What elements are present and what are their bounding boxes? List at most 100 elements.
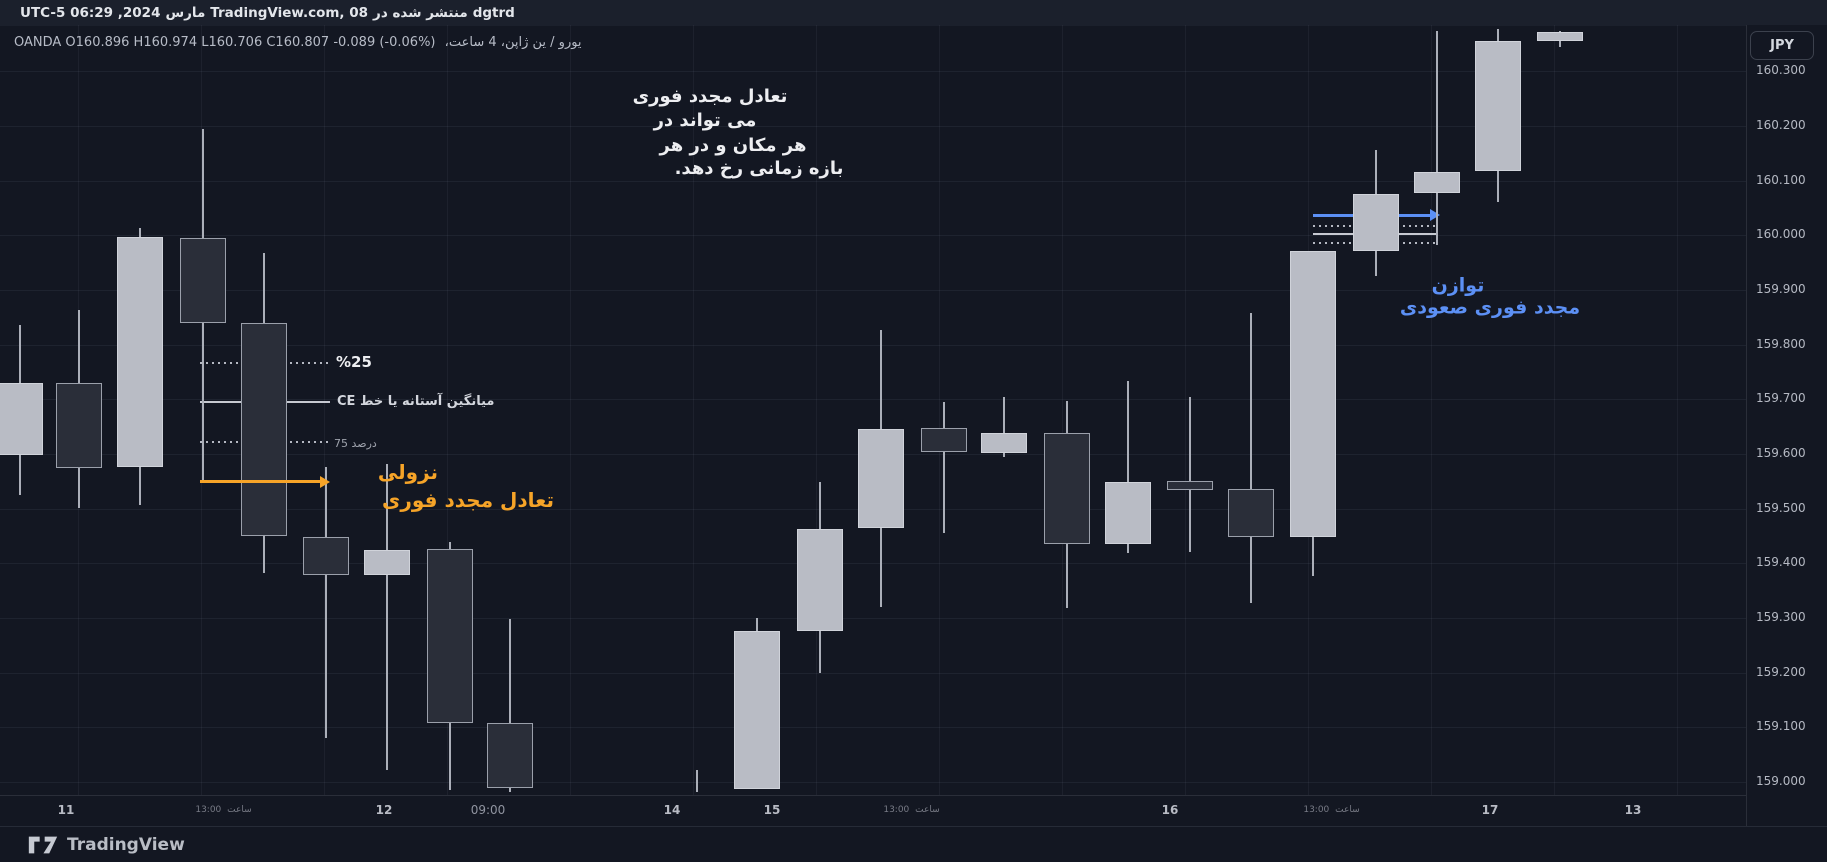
text-segment: 13:00 [1303, 805, 1330, 815]
horizontal-gridline [0, 180, 1746, 182]
price-label: 159.600 [1756, 445, 1806, 460]
bearish-rebalance-arrow[interactable] [200, 480, 323, 484]
horizontal-gridline [0, 344, 1746, 346]
pct75-label[interactable]: 75 درصد [334, 436, 377, 450]
text-segment: ساعت [1335, 805, 1360, 815]
price-label: 159.300 [1756, 609, 1806, 624]
date-label: 09:00 [470, 803, 506, 817]
candle-wick [943, 402, 945, 534]
vertical-gridline [201, 25, 202, 795]
horizontal-gridline [0, 727, 1746, 729]
candle-wick [1127, 381, 1129, 553]
price-label: 160.200 [1756, 117, 1806, 132]
candle-body [1044, 433, 1090, 545]
time-label: 13:00 ساعت [1303, 805, 1362, 815]
tradingview-wordmark[interactable]: TradingView [67, 834, 185, 855]
candle-body [858, 428, 904, 528]
text-segment: ساعت [227, 805, 252, 815]
vertical-gridline [1062, 25, 1063, 795]
vertical-gridline [1431, 25, 1432, 795]
tradingview-logo-icon[interactable] [28, 835, 58, 855]
bullish-rebalance-arrow-arrowhead[interactable] [1430, 209, 1440, 222]
price-label: 159.900 [1756, 281, 1806, 296]
price-label: 160.100 [1756, 172, 1806, 187]
horizontal-gridline [0, 399, 1746, 401]
text-segment: درصد [351, 436, 377, 450]
price-label: 159.400 [1756, 555, 1806, 570]
time-label: 13:00 ساعت [883, 805, 942, 815]
horizontal-gridline [0, 125, 1746, 127]
candle-wick [1436, 30, 1438, 246]
price-label: 160.000 [1756, 227, 1806, 242]
vertical-gridline [324, 25, 325, 795]
price-label: 159.700 [1756, 391, 1806, 406]
bearish-rebalance-label[interactable]: نزولی [377, 460, 439, 484]
candle-wick [1250, 312, 1252, 604]
date-label: 17 [1481, 803, 1499, 817]
vertical-gridline [570, 25, 571, 795]
candle-body [180, 238, 226, 323]
date-label: 12 [375, 803, 393, 817]
text-segment: ساعت [915, 805, 940, 815]
time-axis[interactable]: 11 13:00 ساعت 12 09:00 14 15 13:00 ساعت 16 13:00… [0, 795, 1746, 827]
vertical-gridline [816, 25, 817, 795]
bearish-rebalance-label[interactable]: تعادل مجدد فوری [382, 488, 554, 512]
horizontal-gridline [0, 782, 1746, 783]
candle-body [427, 549, 473, 723]
text-segment: UTC-5 06:29 ,2024 [20, 5, 161, 21]
candle-wick [386, 463, 388, 770]
ce-label[interactable]: میانگین آستانه یا خط CE [337, 393, 495, 409]
candle-body [0, 382, 43, 456]
text-segment: dgtrd [472, 5, 515, 21]
candle-body [303, 537, 349, 575]
vertical-gridline [939, 25, 940, 795]
candle-body [364, 550, 410, 575]
horizontal-gridline [0, 617, 1746, 619]
symbol-legend[interactable]: OANDA O160.896 H160.974 L160.706 C160.80… [14, 35, 587, 51]
candle-body [1167, 480, 1213, 491]
candle-body [797, 528, 843, 632]
candle-wick [1189, 397, 1191, 552]
date-label: 14 [663, 803, 681, 817]
candle-body [1475, 41, 1521, 171]
bullish-rebalance-label[interactable]: توازن [1431, 274, 1485, 297]
vertical-gridline [1554, 25, 1555, 795]
pct25-label[interactable]: %25 [336, 352, 372, 371]
vertical-gridline [1677, 25, 1678, 795]
free-rebalance-note[interactable]: بازه زمانی رخ دهد. [674, 158, 844, 180]
bullish-rebalance-label[interactable]: مجدد فوری صعودی [1399, 296, 1581, 319]
candle-body [981, 433, 1027, 453]
date-label: 13 [1624, 803, 1642, 817]
horizontal-gridline [0, 672, 1746, 674]
horizontal-gridline [0, 563, 1746, 565]
free-rebalance-note[interactable]: تعادل مجدد فوری [632, 86, 788, 108]
candle-body [241, 322, 287, 536]
price-label: 160.300 [1756, 63, 1806, 78]
candle-wick [1003, 397, 1005, 458]
candle-wick [509, 619, 511, 792]
vertical-gridline [447, 25, 448, 795]
date-label: 15 [763, 803, 781, 817]
candle-body [1414, 171, 1460, 193]
price-label: 159.000 [1756, 774, 1806, 788]
free-rebalance-note[interactable]: هر مکان و در هر [659, 135, 807, 157]
text-segment: منتشر شده در [373, 5, 468, 21]
candle-body [1228, 488, 1274, 538]
price-axis[interactable] [1746, 25, 1827, 826]
vertical-gridline [1185, 25, 1186, 795]
free-rebalance-note[interactable]: می تواند در [653, 110, 757, 132]
bearish-rebalance-arrow-arrowhead[interactable] [320, 475, 330, 488]
candle-body [1105, 481, 1151, 545]
candle-body [1290, 251, 1336, 538]
candle-body [56, 382, 102, 469]
vertical-gridline [693, 25, 694, 795]
currency-button[interactable]: JPY [1750, 31, 1814, 60]
text-segment: 13:00 [195, 805, 222, 815]
candle-body [117, 236, 163, 468]
horizontal-gridline [0, 235, 1746, 237]
candle-body [921, 427, 967, 452]
publish-bar: UTC-5 06:29 ,2024 مارس TradingView.com, … [0, 0, 1827, 26]
